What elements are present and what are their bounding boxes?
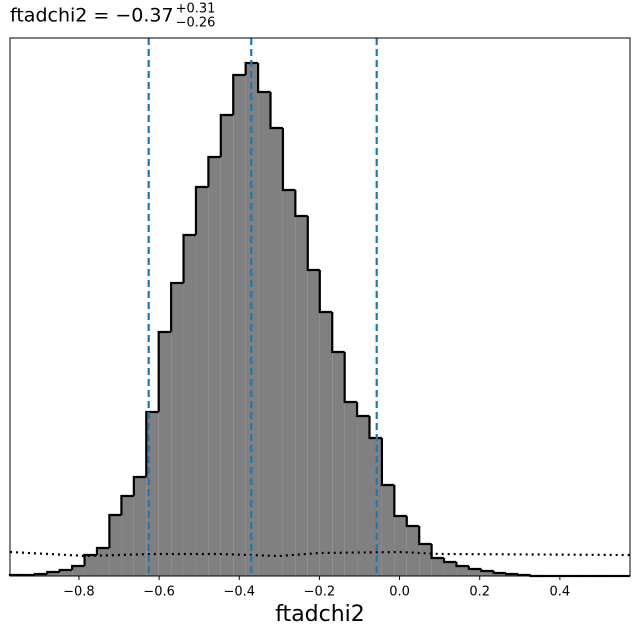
bar-outline bbox=[306, 216, 320, 272]
bar-outline bbox=[83, 553, 97, 566]
bar-outline bbox=[455, 562, 469, 568]
bar bbox=[171, 283, 184, 576]
x-tick-label: −0.4 bbox=[223, 585, 255, 600]
bar bbox=[419, 544, 432, 576]
bar bbox=[96, 548, 110, 576]
bar bbox=[394, 516, 407, 576]
bar bbox=[307, 270, 320, 576]
bar bbox=[344, 402, 358, 576]
bar-outline bbox=[33, 572, 48, 576]
bar bbox=[59, 570, 73, 576]
bar bbox=[332, 352, 345, 576]
bar bbox=[258, 92, 271, 576]
bar-outline bbox=[393, 485, 407, 518]
bar bbox=[431, 558, 445, 576]
bar-outline bbox=[120, 494, 134, 515]
bar bbox=[233, 75, 246, 576]
bar-outline bbox=[194, 185, 209, 235]
plot-frame bbox=[9, 37, 631, 577]
bar bbox=[282, 190, 296, 576]
bar-outline bbox=[157, 330, 172, 412]
bar bbox=[270, 128, 283, 576]
bar-outline bbox=[442, 558, 457, 564]
title-upper: +0.31 bbox=[176, 2, 216, 17]
bar bbox=[84, 555, 97, 576]
bar-outline bbox=[405, 516, 420, 528]
bar-outline bbox=[182, 233, 196, 283]
bar bbox=[47, 572, 60, 576]
bar bbox=[319, 312, 333, 576]
bar bbox=[121, 496, 134, 576]
bar bbox=[357, 416, 370, 576]
bar-outline bbox=[380, 438, 395, 487]
bar-outline bbox=[269, 92, 283, 130]
bar bbox=[109, 515, 122, 576]
bar-outline bbox=[256, 63, 271, 94]
bar-outline bbox=[294, 190, 308, 218]
bar-outline bbox=[492, 571, 507, 575]
bar bbox=[444, 562, 457, 576]
bar bbox=[493, 573, 507, 576]
bar-outline bbox=[46, 570, 60, 574]
bar bbox=[195, 187, 209, 576]
bar-outline bbox=[418, 526, 432, 546]
bar bbox=[220, 115, 234, 576]
bar bbox=[381, 485, 395, 576]
bar-outline bbox=[517, 573, 531, 577]
bar-outline bbox=[71, 564, 85, 570]
bar bbox=[406, 526, 420, 576]
x-tick-label: −0.8 bbox=[63, 585, 95, 600]
bar bbox=[295, 216, 308, 576]
bar-outline bbox=[132, 475, 147, 496]
bar-outline bbox=[58, 568, 73, 572]
chart-title: ftadchi2 = −0.37 bbox=[10, 5, 174, 27]
x-tick-label: 0.4 bbox=[550, 585, 571, 600]
bar-outline bbox=[219, 113, 234, 157]
bar-outline bbox=[232, 73, 246, 115]
bar-outline bbox=[318, 270, 333, 314]
x-tick-label: −0.6 bbox=[143, 585, 175, 600]
bar bbox=[456, 566, 469, 576]
bar-outline bbox=[430, 544, 445, 560]
x-axis-label: ftadchi2 bbox=[275, 602, 365, 627]
bar-outline bbox=[108, 513, 122, 548]
bar-outline bbox=[170, 281, 184, 332]
bar-outline bbox=[480, 569, 494, 573]
bar-outline bbox=[281, 128, 296, 192]
bar bbox=[481, 571, 494, 576]
x-tick-label: 0.2 bbox=[469, 585, 490, 600]
title-lower: −0.26 bbox=[176, 16, 216, 31]
bar-outline bbox=[244, 61, 259, 75]
bar-outline bbox=[505, 572, 519, 576]
bar bbox=[183, 235, 196, 576]
bar bbox=[468, 569, 482, 576]
x-tick-label: −0.2 bbox=[304, 585, 336, 600]
bar bbox=[158, 332, 172, 576]
bar-outline bbox=[331, 312, 345, 354]
bar-outline bbox=[467, 566, 482, 571]
bar-outline bbox=[207, 155, 221, 187]
bar-outline bbox=[355, 402, 370, 418]
bar-outline bbox=[145, 410, 159, 477]
bar-outline bbox=[95, 546, 110, 555]
bar bbox=[72, 566, 85, 576]
bar-outline bbox=[343, 352, 358, 404]
bar bbox=[133, 477, 147, 576]
x-tick-label: 0.0 bbox=[389, 585, 410, 600]
bar bbox=[208, 157, 221, 576]
